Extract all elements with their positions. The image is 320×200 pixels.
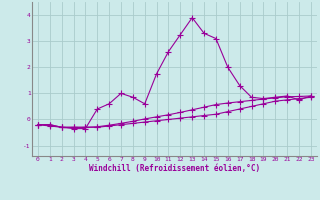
X-axis label: Windchill (Refroidissement éolien,°C): Windchill (Refroidissement éolien,°C) (89, 164, 260, 173)
